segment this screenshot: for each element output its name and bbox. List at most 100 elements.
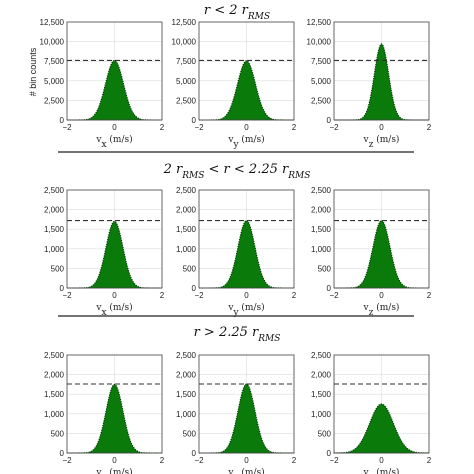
y-tick-label: 500 <box>318 429 332 438</box>
plot-frame <box>198 189 295 289</box>
plot-frame <box>66 189 163 289</box>
y-tick-label: 2,500 <box>44 96 65 105</box>
y-tick-label: 2,500 <box>176 351 197 360</box>
y-tick-label: 1,000 <box>176 245 197 254</box>
plot-frame <box>333 21 430 121</box>
plot-frame <box>333 354 430 454</box>
y-tick-label: 1,000 <box>311 245 332 254</box>
x-axis-label: vx (m/s) <box>95 467 132 474</box>
plot-frame <box>198 354 295 454</box>
y-tick-label: 2,000 <box>176 371 197 380</box>
x-tick-label: 2 <box>160 291 165 300</box>
y-tick-label: 12,500 <box>172 18 197 27</box>
y-tick-label: 2,000 <box>44 371 65 380</box>
x-tick-label: 2 <box>427 123 432 132</box>
y-tick-label: 7,500 <box>176 57 197 66</box>
row-title: r > 2.25 rRMS <box>194 325 281 344</box>
y-tick-label: 1,500 <box>311 390 332 399</box>
x-tick-label: −2 <box>329 123 339 132</box>
y-tick-label: 500 <box>183 429 197 438</box>
x-tick-label: 2 <box>292 291 297 300</box>
y-tick-label: 2,500 <box>44 186 65 195</box>
y-tick-label: 1,500 <box>311 225 332 234</box>
plot-frame <box>66 21 163 121</box>
y-tick-label: 1,500 <box>176 390 197 399</box>
plot-frame <box>66 354 163 454</box>
y-tick-label: 2,500 <box>44 351 65 360</box>
row-title: 2 rRMS < r < 2.25 rRMS <box>163 162 311 181</box>
x-tick-label: −2 <box>329 291 339 300</box>
y-tick-label: 12,500 <box>307 18 332 27</box>
y-tick-label: 2,500 <box>311 351 332 360</box>
y-tick-label: 0 <box>60 284 65 293</box>
x-tick-label: 0 <box>112 456 117 465</box>
y-tick-label: 5,000 <box>44 77 65 86</box>
y-tick-label: 0 <box>192 449 197 458</box>
x-tick-label: 2 <box>160 123 165 132</box>
x-tick-label: 0 <box>112 291 117 300</box>
x-axis-label: vy (m/s) <box>227 302 264 318</box>
x-tick-label: 0 <box>379 456 384 465</box>
y-tick-label: 500 <box>51 429 65 438</box>
x-tick-label: −2 <box>62 123 72 132</box>
x-tick-label: −2 <box>62 456 72 465</box>
y-tick-label: 500 <box>51 264 65 273</box>
y-tick-label: 1,000 <box>176 410 197 419</box>
y-tick-label: 7,500 <box>44 57 65 66</box>
x-tick-label: −2 <box>194 291 204 300</box>
y-tick-label: 12,500 <box>40 18 65 27</box>
y-tick-label: 0 <box>192 116 197 125</box>
y-tick-label: 1,000 <box>44 245 65 254</box>
x-tick-label: −2 <box>329 456 339 465</box>
x-tick-label: 2 <box>160 456 165 465</box>
x-axis-label: vz (m/s) <box>363 302 400 318</box>
y-tick-label: 1,500 <box>44 225 65 234</box>
y-tick-label: 5,000 <box>176 77 197 86</box>
x-tick-label: 0 <box>244 456 249 465</box>
x-axis-label: vx (m/s) <box>95 302 132 318</box>
x-tick-label: 0 <box>379 123 384 132</box>
y-tick-label: 2,500 <box>176 186 197 195</box>
y-tick-label: 2,000 <box>176 206 197 215</box>
y-tick-label: 0 <box>60 116 65 125</box>
x-tick-label: 0 <box>244 123 249 132</box>
x-tick-label: 0 <box>244 291 249 300</box>
x-tick-label: 2 <box>292 123 297 132</box>
x-tick-label: −2 <box>194 123 204 132</box>
y-tick-label: 1,000 <box>311 410 332 419</box>
x-axis-label: vx (m/s) <box>95 134 132 150</box>
x-axis-label: vz (m/s) <box>363 134 400 150</box>
y-tick-label: 5,000 <box>311 77 332 86</box>
y-tick-label: 2,000 <box>311 206 332 215</box>
y-tick-label: 500 <box>318 264 332 273</box>
y-tick-label: 10,000 <box>307 38 332 47</box>
y-tick-label: 2,500 <box>311 186 332 195</box>
y-tick-label: 500 <box>183 264 197 273</box>
y-tick-label: 2,000 <box>44 206 65 215</box>
x-tick-label: 2 <box>427 456 432 465</box>
row-title: r < 2 rRMS <box>204 3 270 22</box>
x-tick-label: 0 <box>379 291 384 300</box>
y-tick-label: 2,000 <box>311 371 332 380</box>
y-tick-label: 0 <box>327 116 332 125</box>
x-tick-label: 0 <box>112 123 117 132</box>
plot-frame <box>198 21 295 121</box>
y-tick-label: 2,500 <box>176 96 197 105</box>
y-tick-label: 1,500 <box>176 225 197 234</box>
y-tick-label: 7,500 <box>311 57 332 66</box>
distribution-area <box>333 403 430 454</box>
y-tick-label: 10,000 <box>172 38 197 47</box>
y-tick-label: 0 <box>327 449 332 458</box>
y-tick-label: 0 <box>327 284 332 293</box>
x-tick-label: −2 <box>62 291 72 300</box>
